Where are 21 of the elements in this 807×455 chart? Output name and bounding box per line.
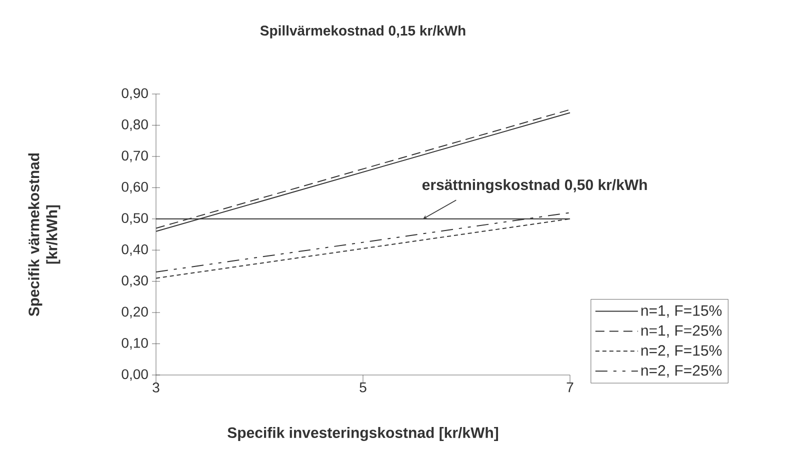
x-tick-label: 7 (566, 382, 574, 392)
legend-label: n=2, F=25% (641, 365, 722, 378)
y-tick-label: 0,30 (122, 276, 148, 288)
y-tick-label: 0,40 (122, 244, 148, 256)
x-tick-label: 3 (152, 382, 160, 392)
y-tick-label: 0,10 (122, 338, 148, 350)
y-tick-label: 0,90 (122, 88, 148, 100)
x-axis-title: Specifik investeringskostnad [kr/kWh] (228, 426, 498, 442)
legend-label: n=2, F=15% (641, 345, 722, 358)
y-axis-title: Specifik värmekostnad [kr/kWh] (28, 153, 60, 316)
y-tick-label: 0,20 (122, 306, 148, 318)
y-tick-label: 0,50 (122, 213, 148, 225)
ref-line-label: ersättningskostnad 0,50 kr/kWh (422, 179, 647, 194)
y-tick-label: 0,80 (122, 119, 148, 132)
y-tick-label: 0,70 (122, 150, 148, 162)
y-tick-label: 0,00 (122, 369, 148, 381)
legend-label: n=1, F=15% (641, 305, 722, 318)
y-tick-label: 0,60 (122, 182, 148, 194)
chart-title: Spillvärmekostnad 0,15 kr/kWh (260, 25, 466, 38)
x-tick-label: 5 (360, 382, 366, 392)
legend-label: n=1, F=25% (641, 325, 722, 338)
